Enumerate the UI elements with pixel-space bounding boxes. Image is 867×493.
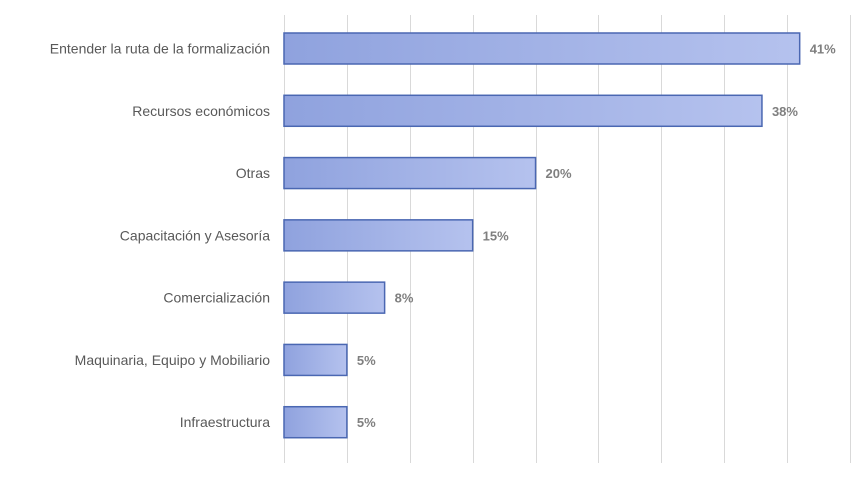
data-label: 5% [357, 415, 376, 430]
data-label: 41% [810, 42, 836, 57]
bar [283, 219, 474, 252]
bar [283, 343, 348, 377]
category-label: Comercialización [163, 290, 270, 306]
data-label: 38% [772, 104, 798, 119]
bar [283, 281, 386, 314]
category-label: Maquinaria, Equipo y Mobiliario [75, 352, 271, 368]
gridlines [284, 15, 851, 463]
category-label: Otras [236, 165, 270, 181]
bar [283, 156, 537, 190]
category-label: Recursos económicos [132, 103, 270, 119]
bar [283, 32, 801, 65]
category-label: Infraestructura [180, 414, 270, 430]
data-label: 5% [357, 353, 376, 368]
data-labels: 41% 38% 20% 15% 8% 5% 5% [357, 42, 836, 431]
bars [283, 32, 801, 439]
category-label: Entender la ruta de la formalización [50, 41, 270, 57]
data-label: 20% [546, 166, 572, 181]
category-label: Capacitación y Asesoría [120, 227, 270, 243]
category-labels: Entender la ruta de la formalización Recu… [50, 41, 270, 431]
bar [283, 405, 348, 439]
bar [283, 94, 763, 128]
data-label: 15% [483, 228, 509, 243]
data-label: 8% [395, 291, 414, 306]
